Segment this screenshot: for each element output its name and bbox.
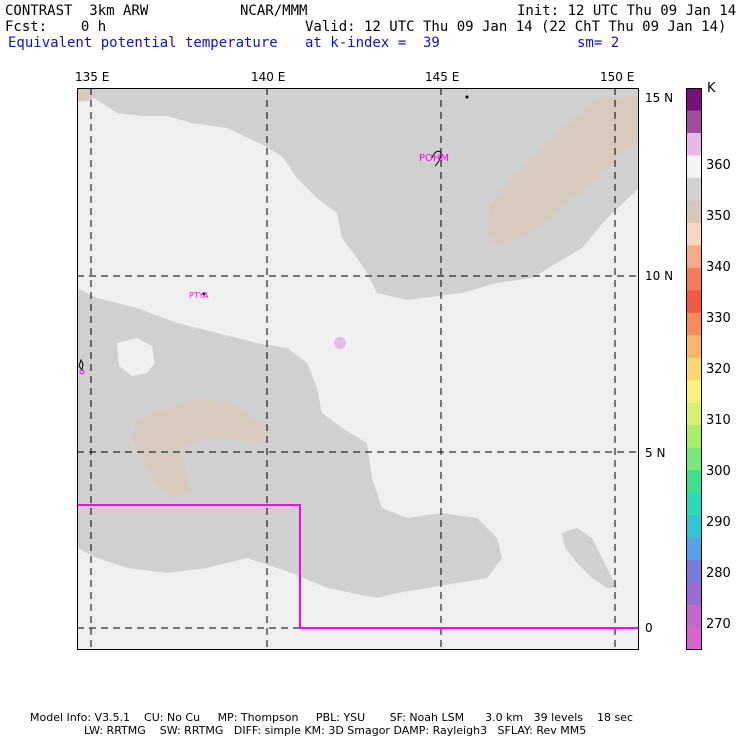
level-info: at k-index = 39 bbox=[305, 35, 440, 51]
colorbar-segment bbox=[686, 132, 702, 156]
colorbar-label-350: 350 bbox=[706, 209, 731, 224]
colorbar-segment bbox=[686, 335, 702, 359]
valid-time: Valid: 12 UTC Thu 09 Jan 14 (22 ChT Thu … bbox=[305, 19, 727, 35]
colorbar-frame bbox=[686, 88, 702, 650]
colorbar bbox=[686, 88, 702, 650]
model-info-line1: Model Info: V3.5.1 CU: No Cu MP: Thompso… bbox=[30, 711, 634, 724]
theta-e-350-lower-right bbox=[562, 528, 617, 588]
ptya-station-dot bbox=[202, 292, 206, 296]
map-panel: POHM PTYA bbox=[77, 88, 639, 650]
colorbar-segment bbox=[686, 627, 702, 650]
colorbar-label-330: 330 bbox=[706, 311, 731, 326]
colorbar-segment bbox=[686, 312, 702, 336]
lat-label-0: 0 bbox=[645, 621, 653, 635]
lon-label-145: 145 E bbox=[425, 70, 460, 84]
model-title: CONTRAST 3km ARW bbox=[5, 3, 149, 19]
colorbar-segment bbox=[686, 200, 702, 224]
colorbar-segment bbox=[686, 515, 702, 539]
colorbar-segment bbox=[686, 88, 702, 111]
island-marker bbox=[465, 95, 469, 99]
guam-coastline bbox=[431, 150, 442, 167]
colorbar-label-310: 310 bbox=[706, 413, 731, 428]
lat-label-5n: 5 N bbox=[645, 446, 666, 460]
theta-e-360-patch bbox=[334, 337, 346, 349]
colorbar-segment bbox=[686, 470, 702, 494]
colorbar-segment bbox=[686, 177, 702, 201]
colorbar-segment bbox=[686, 582, 702, 606]
palau-station-marker bbox=[79, 369, 85, 375]
colorbar-segment bbox=[686, 222, 702, 246]
colorbar-label-300: 300 bbox=[706, 464, 731, 479]
station-label-pohm: POHM bbox=[419, 153, 449, 164]
lon-label-150: 150 E bbox=[600, 70, 635, 84]
colorbar-segment bbox=[686, 537, 702, 561]
colorbar-segment bbox=[686, 110, 702, 134]
colorbar-segment bbox=[686, 402, 702, 426]
lon-label-140: 140 E bbox=[251, 70, 286, 84]
colorbar-label-360: 360 bbox=[706, 158, 731, 173]
colorbar-unit: K bbox=[707, 81, 716, 96]
colorbar-label-320: 320 bbox=[706, 362, 731, 377]
model-info-line2: LW: RRTMG SW: RRTMG DIFF: simple KM: 3D … bbox=[84, 724, 587, 737]
colorbar-label-290: 290 bbox=[706, 515, 731, 530]
colorbar-segment bbox=[686, 380, 702, 404]
colorbar-segment bbox=[686, 605, 702, 629]
map-frame bbox=[77, 88, 639, 650]
init-time: Init: 12 UTC Thu 09 Jan 14 bbox=[517, 3, 737, 19]
station-label-ptya: PTYA bbox=[189, 291, 209, 300]
lat-label-10n: 10 N bbox=[645, 269, 674, 283]
colorbar-label-270: 270 bbox=[706, 617, 731, 632]
forecast-hour: Fcst: 0 h bbox=[5, 19, 107, 35]
colorbar-segment bbox=[686, 290, 702, 314]
theta-e-340-northeast bbox=[487, 96, 639, 246]
colorbar-segment bbox=[686, 492, 702, 516]
colorbar-segment bbox=[686, 560, 702, 584]
colorbar-segment bbox=[686, 267, 702, 291]
field-name: Equivalent potential temperature bbox=[8, 35, 278, 51]
lat-label-15n: 15 N bbox=[645, 91, 674, 105]
smoothing-info: sm= 2 bbox=[577, 35, 620, 51]
colorbar-segment bbox=[686, 357, 702, 381]
colorbar-segment bbox=[686, 447, 702, 471]
colorbar-label-340: 340 bbox=[706, 260, 731, 275]
theta-e-360-hole bbox=[117, 338, 155, 376]
theta-e-340-center bbox=[132, 398, 272, 498]
nest-domain-boundary bbox=[77, 504, 639, 629]
colorbar-segment bbox=[686, 245, 702, 269]
colorbar-segment bbox=[686, 155, 702, 179]
theta-e-350-north bbox=[77, 88, 639, 300]
colorbar-segment bbox=[686, 425, 702, 449]
org-label: NCAR/MMM bbox=[240, 3, 308, 19]
lon-label-135: 135 E bbox=[75, 70, 110, 84]
colorbar-label-280: 280 bbox=[706, 566, 731, 581]
theta-e-350-lower-left bbox=[77, 288, 502, 598]
